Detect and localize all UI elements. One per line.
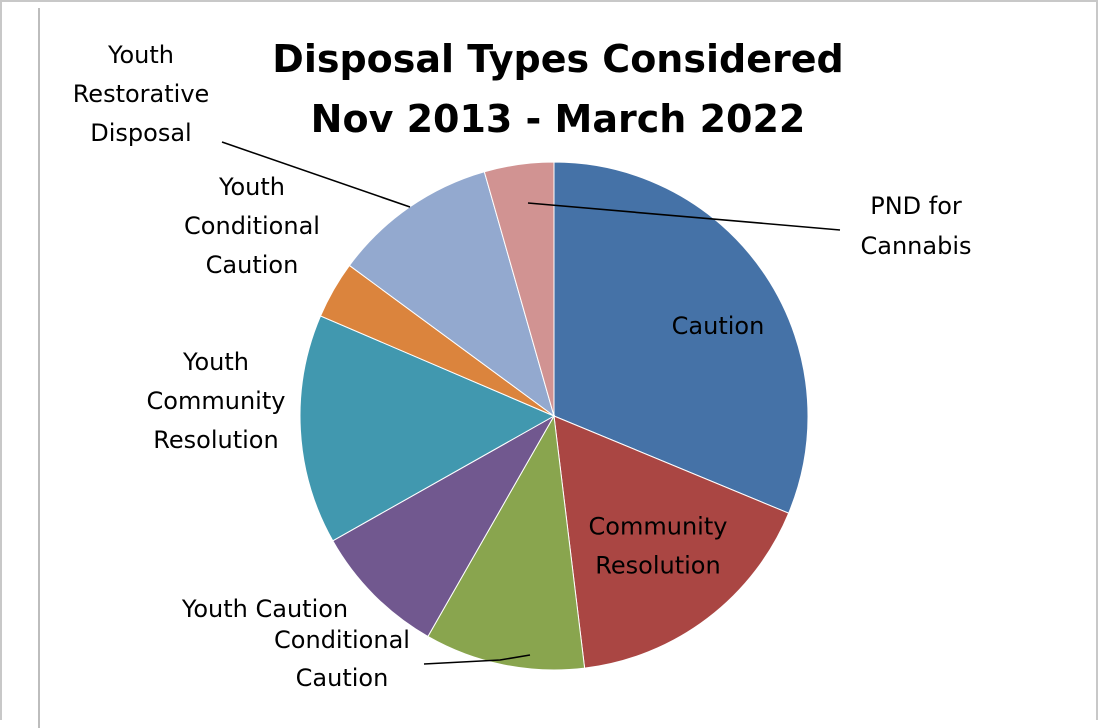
pie-slice-youth-caution — [332, 414, 556, 638]
slice-labels: Caution Community Resolution Conditional Cau… — [73, 41, 972, 692]
slice-label-youth-restorative-disposal: Youth Restorative Disposal — [73, 41, 210, 147]
leader-line-conditional-caution — [423, 654, 531, 665]
leader-line-pnd-for-cannabis — [527, 202, 841, 231]
pie-slice-pnd-for-cannabis — [483, 161, 555, 417]
pie-slices — [299, 161, 809, 671]
slice-label-community-resolution: Community Resolution — [589, 513, 728, 580]
pie-slice-youth-community-resolution — [299, 315, 556, 542]
pie-slice-caution — [553, 161, 809, 514]
slice-label-pnd-for-cannabis: PND for Cannabis — [861, 192, 972, 260]
slice-label-conditional-caution: Conditional Caution — [274, 626, 410, 692]
slice-label-youth-caution: Youth Caution — [181, 595, 348, 623]
leader-lines — [221, 141, 841, 665]
pie-slice-conditional-caution — [427, 414, 586, 671]
pie-slice-community-resolution — [553, 415, 790, 669]
chart-title-line-2: Nov 2013 - March 2022 — [311, 97, 806, 141]
leader-line-youth-restorative-disposal — [221, 141, 411, 208]
slice-label-youth-community-resolution: Youth Community Resolution — [147, 348, 286, 454]
slice-label-caution: Caution — [672, 312, 765, 340]
chart-plot-border — [38, 8, 1096, 728]
chart-title-line-1: Disposal Types Considered — [272, 37, 843, 81]
slice-label-youth-conditional-caution: Youth Conditional Caution — [184, 173, 320, 279]
